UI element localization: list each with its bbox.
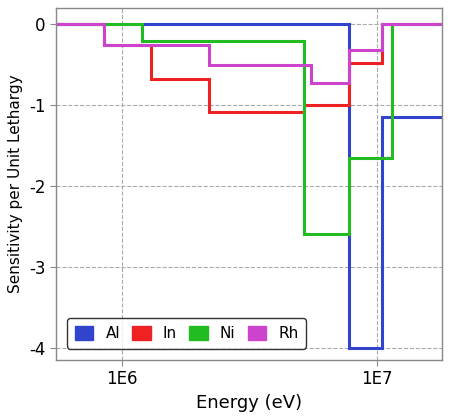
Legend: Al, In, Ni, Rh: Al, In, Ni, Rh [68, 318, 306, 349]
X-axis label: Energy (eV): Energy (eV) [196, 394, 302, 412]
Y-axis label: Sensitivity per Unit Lethargy: Sensitivity per Unit Lethargy [9, 75, 23, 293]
